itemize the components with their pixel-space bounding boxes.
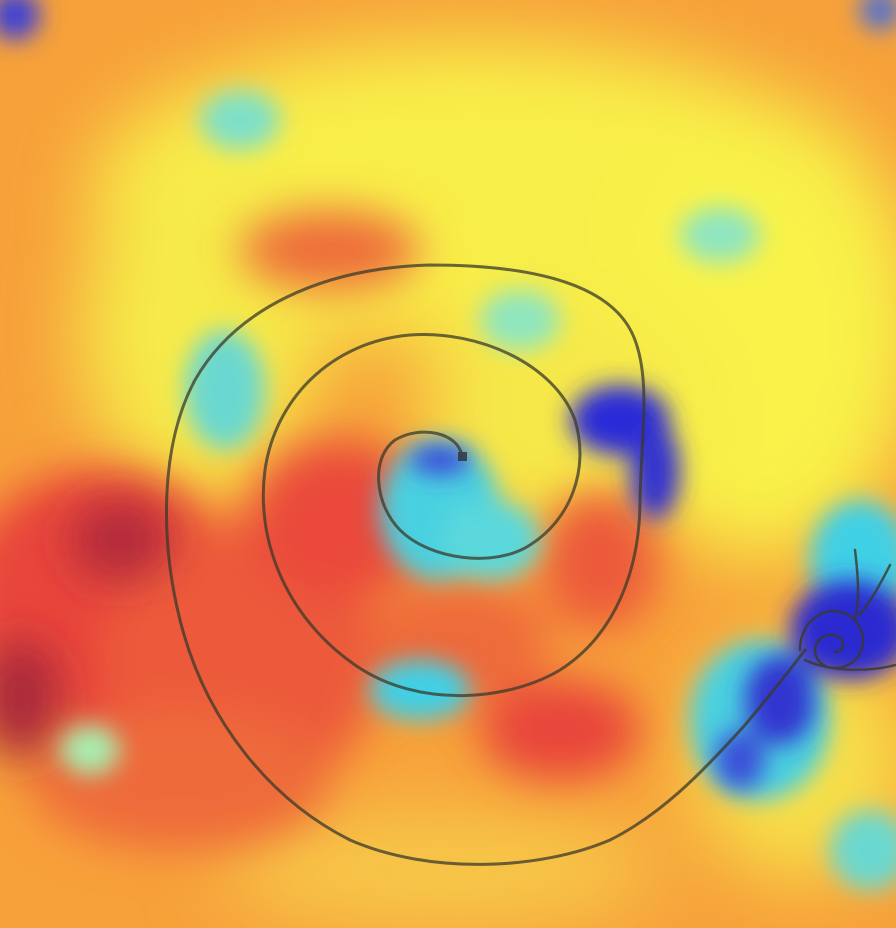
- snail-icon: [798, 548, 896, 671]
- spiral-drawing: [164, 263, 807, 866]
- spiral-line: [164, 263, 807, 866]
- heatmap-peak-regions: [0, 500, 170, 760]
- heatmap-red-regions: [0, 210, 660, 850]
- spiral-start-mark: [458, 452, 467, 461]
